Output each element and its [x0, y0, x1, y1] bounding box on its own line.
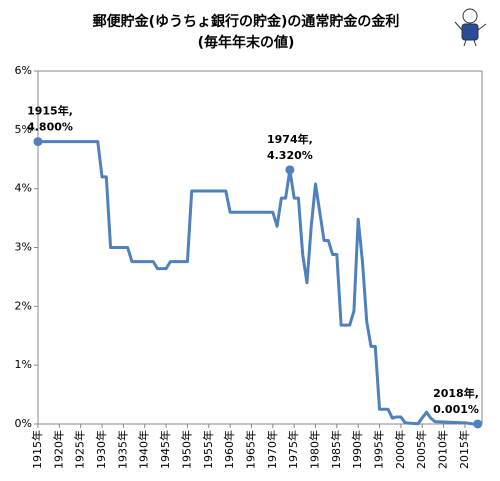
x-tick-label: 1970年: [265, 430, 279, 469]
y-tick-label: 2%: [15, 299, 32, 312]
x-tick-label: 2005年: [414, 430, 428, 469]
annotation: 1915年,: [27, 104, 73, 118]
x-tick-label: 2000年: [393, 430, 407, 469]
annotation: 1974年,: [267, 132, 313, 146]
y-tick-label: 0%: [15, 417, 32, 430]
x-tick-label: 1960年: [222, 430, 236, 469]
plot-frame: [37, 70, 483, 425]
x-tick-label: 1945年: [158, 430, 172, 469]
x-tick-label: 1930年: [94, 430, 108, 469]
mascot-icon: [454, 8, 487, 47]
data-line: [38, 140, 478, 426]
x-tick-label: 1965年: [243, 430, 257, 469]
annotation: 4.320%: [267, 149, 313, 162]
y-tick-label: 1%: [15, 358, 32, 371]
chart-title: 郵便貯金(ゆうちょ銀行の貯金)の通常貯金の金利: [93, 13, 400, 30]
x-tick-label: 1990年: [350, 430, 364, 469]
x-tick-label: 1950年: [179, 430, 193, 469]
x-tick-label: 1985年: [329, 430, 343, 469]
annotation: 4.800%: [27, 121, 73, 134]
x-tick-label: 1975年: [286, 430, 300, 469]
x-tick-label: 2015年: [457, 430, 471, 469]
x-tick-label: 1925年: [73, 430, 87, 469]
y-tick-label: 5%: [15, 123, 32, 136]
x-tick-label: 1915年: [30, 430, 44, 469]
chart-subtitle: (毎年年末の値): [198, 34, 295, 51]
annotation: 2018年,: [433, 386, 479, 400]
x-tick-label: 1995年: [372, 430, 386, 469]
x-tick-label: 1920年: [51, 430, 65, 469]
x-tick-label: 1935年: [115, 430, 129, 469]
y-tick-label: 6%: [15, 64, 32, 77]
x-tick-label: 1940年: [137, 430, 151, 469]
x-tick-label: 2010年: [436, 430, 450, 469]
highlight-marker: [473, 419, 483, 429]
highlight-marker: [285, 165, 295, 175]
y-tick-label: 4%: [15, 182, 32, 195]
y-tick-label: 3%: [15, 241, 32, 254]
x-tick-label: 1980年: [308, 430, 322, 469]
x-tick-label: 1955年: [201, 430, 215, 469]
annotation: 0.001%: [433, 403, 479, 416]
highlight-marker: [33, 137, 43, 147]
